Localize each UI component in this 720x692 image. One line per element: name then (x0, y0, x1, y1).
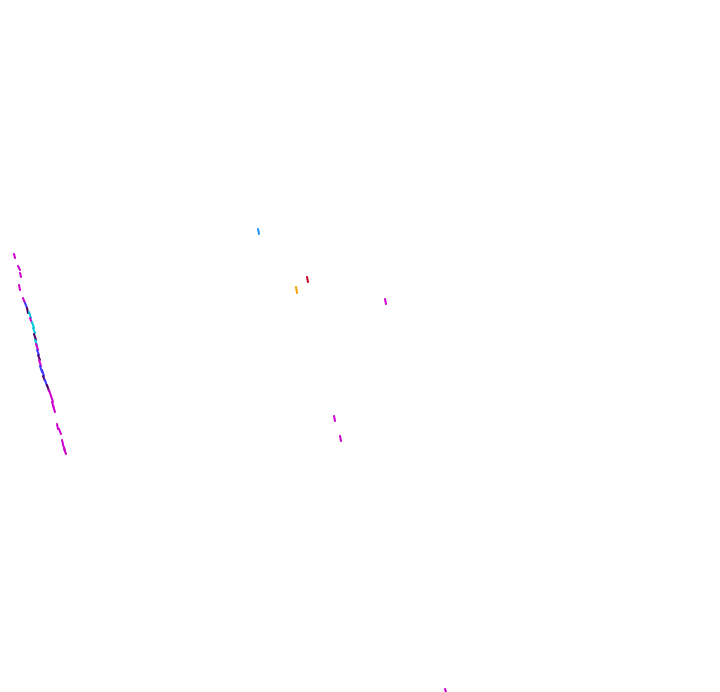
stroke-fragment-23 (48, 389, 52, 397)
stroke-fragment-8 (28, 311, 32, 319)
stroke-fragment-33 (306, 276, 309, 283)
stroke-fragment-32 (257, 228, 260, 235)
stroke-fragment-3 (19, 272, 22, 278)
stroke-fragment-7 (26, 307, 29, 314)
stroke-fragment-37 (339, 435, 342, 442)
stroke-fragment-28 (58, 428, 62, 435)
stroke-fragment-26 (52, 405, 56, 413)
stroke-fragment-16 (37, 354, 41, 361)
stroke-fragment-1 (13, 253, 16, 259)
stroke-fragment-4 (18, 284, 21, 291)
stroke-fragment-31 (63, 448, 67, 455)
stroke-fragment-12 (33, 333, 37, 341)
stroke-fragment-10 (31, 321, 35, 329)
stroke-fragment-36 (333, 415, 336, 422)
stroke-fragment-29 (61, 439, 64, 445)
stroke-fragment-14 (35, 343, 39, 351)
stroke-fragment-34 (295, 286, 298, 294)
stroke-fragment-17 (38, 359, 42, 367)
stroke-fragment-35 (384, 298, 387, 305)
stroke-fragment-24 (50, 395, 54, 403)
stroke-fragment-11 (32, 327, 36, 334)
stroke-fragment-15 (36, 349, 40, 356)
stroke-fragment-27 (56, 423, 59, 430)
stroke-fragment-2 (17, 265, 21, 271)
stroke-fragment-19 (41, 369, 45, 377)
